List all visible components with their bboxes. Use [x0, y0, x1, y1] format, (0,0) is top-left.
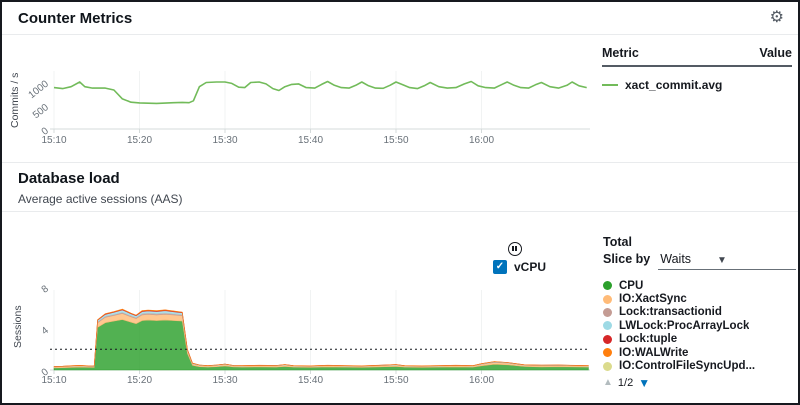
- legend-pagination: ▲ 1/2 ▼: [603, 376, 796, 390]
- database-load-subtitle: Average active sessions (AAS): [18, 192, 183, 206]
- wait-legend-panel: Total Slice by Waits ▼ CPU IO:XactSync Loc…: [603, 235, 796, 390]
- svg-text:15:30: 15:30: [212, 135, 237, 146]
- legend-label: IO:XactSync: [619, 293, 687, 306]
- legend-color-dot: [603, 321, 612, 331]
- svg-text:1000: 1000: [27, 78, 52, 101]
- metric-table-header: Metric Value: [602, 46, 792, 67]
- svg-text:8: 8: [40, 283, 52, 295]
- value-column-header: Value: [759, 46, 792, 60]
- section-divider: [2, 162, 798, 163]
- vcpu-checkbox[interactable]: ✓: [493, 260, 507, 274]
- total-label: Total: [603, 235, 632, 249]
- page-down-icon[interactable]: ▼: [638, 375, 651, 390]
- legend-label: Lock:transactionid: [619, 306, 722, 319]
- wait-legend-list: CPU IO:XactSync Lock:transactionid LWLock:P…: [603, 279, 796, 373]
- legend-label: IO:WALWrite: [619, 346, 689, 359]
- svg-text:15:50: 15:50: [383, 135, 408, 146]
- svg-text:15:20: 15:20: [127, 135, 152, 146]
- page-indicator: 1/2: [617, 376, 634, 389]
- wait-legend-item: Lock:tuple: [603, 333, 796, 346]
- wait-legend-item: LWLock:ProcArrayLock: [603, 319, 796, 332]
- load-yaxis-label: Sessions: [12, 305, 24, 349]
- svg-text:15:40: 15:40: [298, 135, 323, 146]
- wait-legend-item: IO:ControlFileSyncUpd...: [603, 359, 796, 372]
- slice-by-label: Slice by: [603, 252, 651, 266]
- counter-yaxis-label: Commits / s: [9, 72, 21, 128]
- legend-color-dot: [603, 294, 612, 304]
- database-load-chart: 15:10 15:20 15:30 15:40 15:50 16:00 0 4 8: [40, 283, 590, 386]
- legend-color-dot: [603, 281, 612, 291]
- vcpu-label: vCPU: [514, 260, 547, 274]
- svg-text:15:20: 15:20: [127, 375, 152, 386]
- counter-metric-table: Metric Value xact_commit.avg: [602, 46, 792, 92]
- svg-text:500: 500: [31, 102, 51, 121]
- legend-label: CPU: [619, 279, 644, 292]
- svg-text:15:30: 15:30: [212, 375, 237, 386]
- svg-text:15:40: 15:40: [298, 375, 323, 386]
- svg-text:0: 0: [40, 366, 52, 378]
- legend-color-dot: [603, 361, 612, 371]
- counter-metrics-header: Counter Metrics ⚙: [2, 2, 798, 35]
- svg-text:16:00: 16:00: [469, 135, 494, 146]
- svg-text:16:00: 16:00: [469, 375, 494, 386]
- metric-table-row: xact_commit.avg: [602, 78, 792, 92]
- legend-color-dot: [603, 307, 612, 317]
- svg-text:15:10: 15:10: [41, 375, 66, 386]
- pause-icon[interactable]: [508, 242, 522, 256]
- counter-metrics-title: Counter Metrics: [18, 10, 133, 27]
- slice-by-value: Waits: [660, 252, 692, 266]
- metric-column-header: Metric: [602, 46, 639, 60]
- legend-label: IO:ControlFileSyncUpd...: [619, 360, 756, 373]
- metric-name: xact_commit.avg: [625, 78, 723, 92]
- page-up-icon[interactable]: ▲: [603, 377, 613, 389]
- wait-legend-item: Lock:transactionid: [603, 306, 796, 319]
- svg-text:0: 0: [40, 125, 52, 137]
- legend-label: Lock:tuple: [619, 333, 678, 346]
- section-divider: [2, 211, 798, 212]
- legend-label: LWLock:ProcArrayLock: [619, 319, 750, 332]
- database-load-title: Database load: [18, 170, 120, 187]
- wait-legend-item: CPU: [603, 279, 796, 292]
- legend-color-dot: [603, 348, 612, 358]
- svg-text:15:50: 15:50: [383, 375, 408, 386]
- slice-by-row: Slice by Waits ▼: [603, 252, 796, 270]
- settings-gear-icon[interactable]: ⚙: [769, 9, 784, 26]
- wait-legend-item: IO:XactSync: [603, 292, 796, 305]
- wait-legend-item: IO:WALWrite: [603, 346, 796, 359]
- svg-text:4: 4: [40, 325, 52, 337]
- chevron-down-icon: ▼: [717, 255, 727, 266]
- slice-by-dropdown[interactable]: Waits ▼: [658, 252, 796, 270]
- vcpu-toggle[interactable]: ✓ vCPU: [493, 260, 546, 274]
- metric-line-swatch: [602, 84, 618, 86]
- svg-text:15:10: 15:10: [41, 135, 66, 146]
- legend-color-dot: [603, 334, 612, 344]
